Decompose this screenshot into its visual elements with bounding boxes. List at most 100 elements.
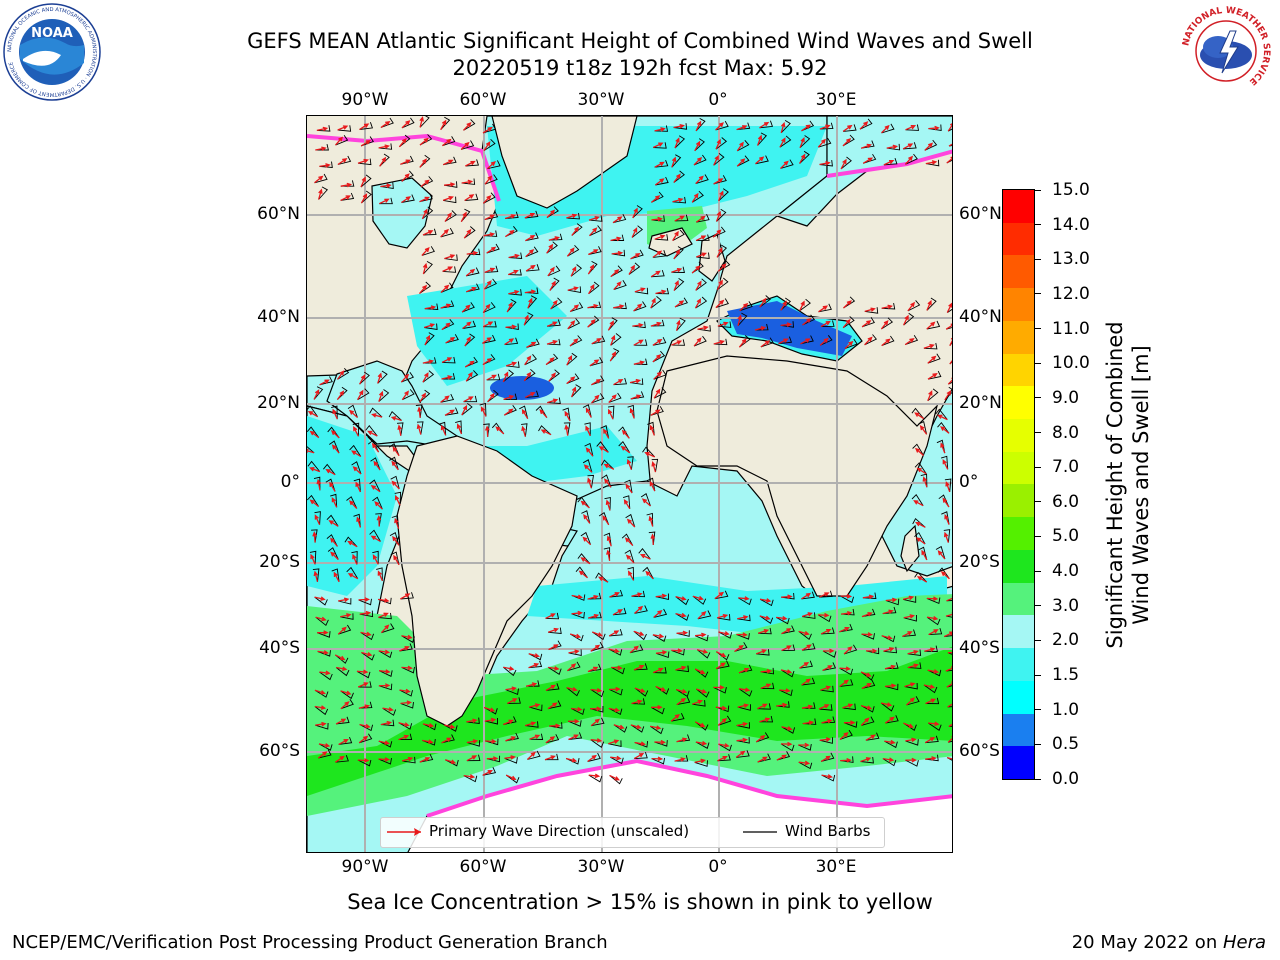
wave-direction-arrow [945,481,951,493]
lon-tick-top: 0° [708,90,728,110]
wind-barb [466,283,480,293]
wave-direction-arrow [419,158,427,168]
wave-direction-arrow [571,706,583,712]
wave-direction-arrow [760,340,771,348]
wind-barb [440,282,454,293]
wind-barb [779,135,792,148]
wave-direction-arrow [401,120,411,129]
wind-barb [627,456,634,470]
wave-direction-arrow [737,314,742,326]
wave-direction-arrow [319,670,331,676]
wind-barb [624,549,635,563]
wave-direction-arrow [378,649,391,655]
wind-barb [443,724,458,732]
wave-direction-arrow [374,501,383,510]
wind-barb [634,663,648,671]
wave-direction-arrow [759,598,772,603]
colorbar-tick-label: 8.0 [1052,422,1080,443]
wind-barb [609,348,620,362]
wave-direction-arrow [568,649,580,655]
colorbar-bin [1003,615,1034,649]
wave-direction-arrow [928,125,940,131]
wind-barb [570,708,585,716]
wave-direction-arrow [419,392,427,403]
wave-direction-arrow [394,517,400,529]
wind-barb [695,278,707,291]
wind-barb [351,550,358,565]
wind-barb [713,338,728,346]
wind-barb [438,421,447,436]
wind-barb [944,386,952,401]
wind-barb [375,513,382,527]
wind-barb [818,303,832,313]
lon-tick-bottom: 90°W [341,857,389,877]
wind-barb [380,117,394,128]
lat-tick-left: 20°S [259,552,300,572]
wind-barb [736,722,750,729]
wind-barb [611,249,626,257]
wind-barb [822,662,837,671]
wind-barb [697,325,711,332]
wind-barb [590,739,605,748]
wave-direction-arrow [940,442,946,454]
wave-direction-arrow [754,326,767,331]
wind-barb [906,696,920,706]
wave-direction-arrow [571,594,584,600]
wave-direction-arrow [503,719,514,726]
wave-direction-arrow [925,160,938,165]
greenland [491,116,638,209]
wave-direction-arrow [621,429,630,439]
wind-barb [713,686,727,694]
wave-direction-arrow [885,683,897,689]
wave-direction-arrow [400,700,412,706]
wind-barb [943,529,951,543]
wind-barb [653,608,668,618]
wind-barb [627,566,635,581]
wave-direction-arrow [624,537,634,547]
wave-direction-arrow [482,321,494,328]
wave-direction-arrow [757,703,768,710]
wave-direction-arrow [607,320,614,331]
wave-direction-arrow [440,284,450,293]
wind-barb [595,572,609,583]
wave-direction-arrow [357,389,364,401]
wind-barb [671,266,685,273]
wind-barb [780,297,792,311]
wave-direction-arrow [331,444,340,454]
wave-direction-arrow [676,697,687,706]
wind-barb [441,356,456,364]
wave-direction-arrow [328,520,339,527]
wave-direction-arrow [482,357,493,366]
wind-barb [538,425,552,436]
wind-barb [840,156,852,170]
wind-barb [460,140,475,150]
wave-direction-arrow [673,249,681,260]
wind-barb [590,689,605,698]
wind-barb [759,615,774,624]
colorbar-tick-mark [1035,674,1041,676]
wave-direction-arrow [653,371,663,380]
wave-direction-arrow [482,337,493,344]
wind-barb [695,721,709,731]
wind-barb [479,402,487,417]
wind-barb [365,424,378,437]
wave-direction-arrow [528,653,540,658]
wave-direction-arrow [502,371,509,383]
wind-barb [503,369,515,383]
wave-direction-arrow [380,183,392,188]
wave-direction-arrow [317,650,329,655]
wind-barb [422,357,437,364]
wave-direction-arrow [486,161,496,170]
wave-direction-arrow [466,718,478,724]
wave-direction-arrow [902,595,915,601]
wind-barb [369,407,383,418]
wind-barb [918,420,928,435]
wind-barb [737,704,751,711]
wind-barb [881,317,894,330]
wave-direction-arrow [358,704,371,709]
wind-barb [760,337,774,348]
wind-barb [820,685,834,693]
wind-barb [307,494,319,507]
wave-direction-arrow [330,429,340,439]
wave-direction-arrow [397,424,402,436]
